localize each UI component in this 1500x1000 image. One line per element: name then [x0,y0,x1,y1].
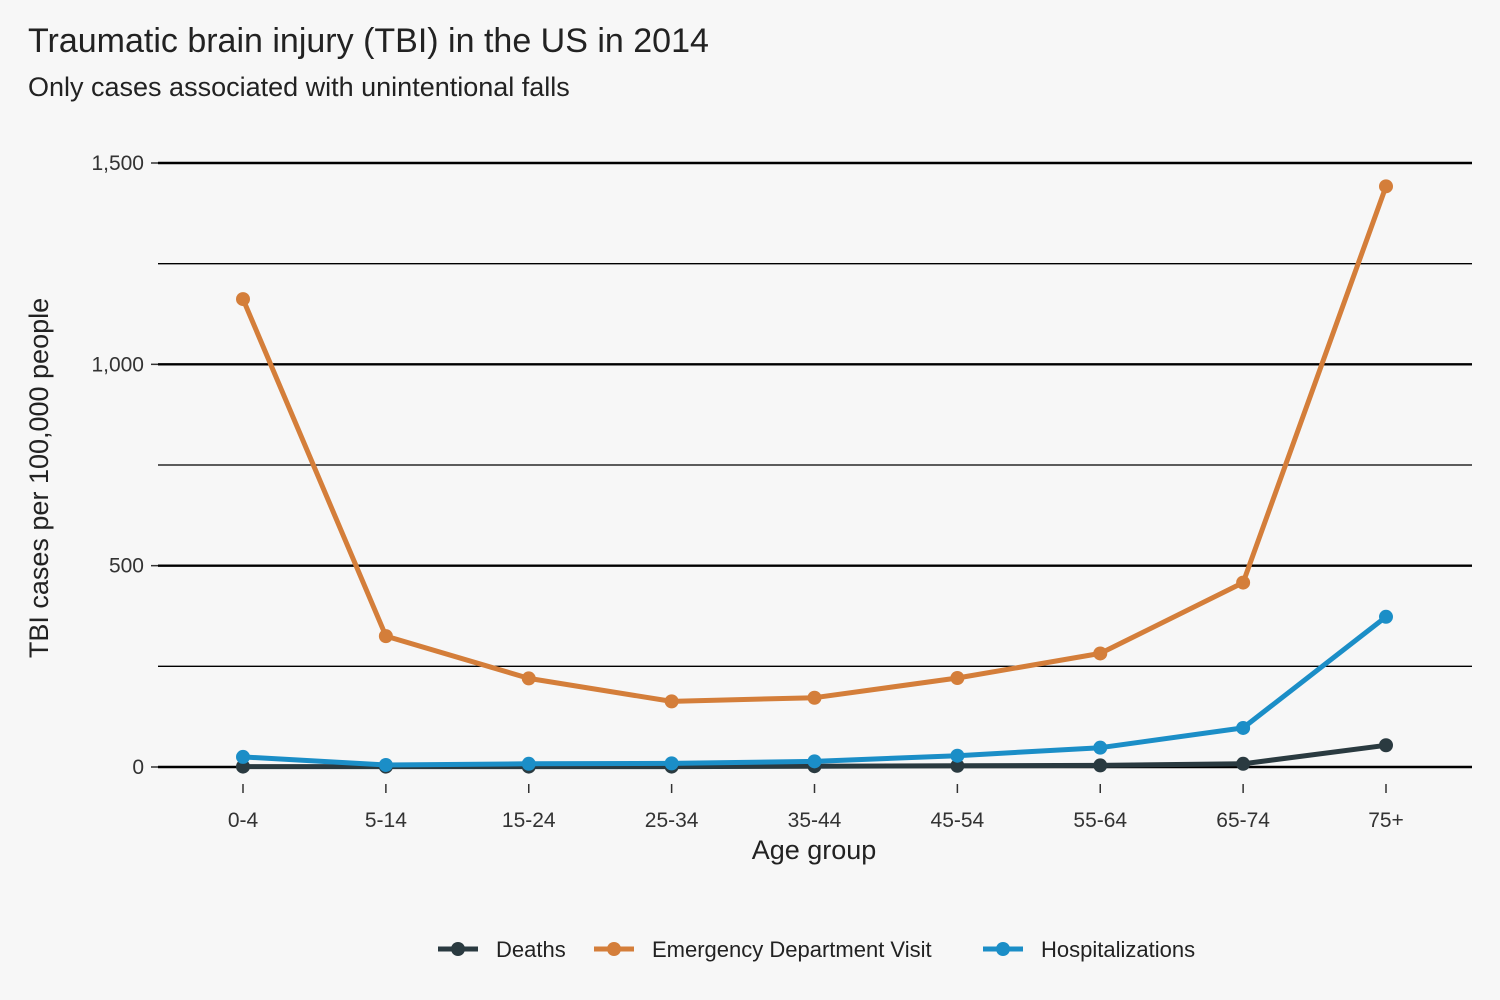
data-point-hospitalizations [236,749,250,764]
y-axis-title: TBI cases per 100,000 people [24,298,54,658]
y-tick-label: 1,000 [91,353,144,376]
data-point-emergency-department-visit [1379,179,1393,194]
legend-item-deaths: Deaths [438,937,566,962]
data-point-deaths [1236,756,1251,771]
y-tick-label: 0 [132,756,144,779]
y-axis-ticks: 0 500 1,000 1,500 [91,152,158,779]
x-tick-label: 15-24 [502,809,556,832]
data-point-emergency-department-visit [664,694,679,709]
legend: Deaths Emergency Department Visit Hospital… [438,937,1195,962]
data-point-emergency-department-visit [807,690,822,705]
chart-title: Traumatic brain injury (TBI) in the US i… [28,22,709,60]
x-tick-label: 25-34 [645,809,699,832]
legend-label: Deaths [496,937,566,962]
x-tick-label: 5-14 [365,809,407,832]
series-hospitalizations [236,609,1393,772]
data-point-hospitalizations [521,756,536,771]
data-point-hospitalizations [807,754,822,769]
data-point-deaths [236,759,250,774]
data-point-hospitalizations [1093,740,1108,755]
data-point-emergency-department-visit [378,629,393,644]
data-point-emergency-department-visit [236,292,250,307]
x-tick-label: 35-44 [788,809,842,832]
x-axis-ticks: 0-4 5-14 15-24 25-34 35-44 45-54 55-64 65-74 75+ [228,784,1404,832]
chart-subtitle: Only cases associated with unintentional… [28,72,570,102]
legend-item-emergency-department-visit: Emergency Department Visit [594,937,932,962]
data-point-emergency-department-visit [950,671,965,686]
x-tick-label: 0-4 [228,809,259,832]
data-point-deaths [1093,758,1108,773]
legend-label: Emergency Department Visit [652,937,932,962]
x-tick-label: 65-74 [1216,809,1270,832]
legend-item-hospitalizations: Hospitalizations [983,937,1195,962]
data-point-emergency-department-visit [1093,646,1108,661]
data-point-deaths [950,758,965,773]
x-tick-label: 75+ [1368,809,1404,832]
data-point-hospitalizations [664,756,679,771]
series-emergency-department-visit [236,179,1393,709]
x-tick-label: 45-54 [931,809,985,832]
y-tick-label: 1,500 [91,152,144,175]
data-point-hospitalizations [950,748,965,763]
x-tick-label: 55-64 [1073,809,1127,832]
legend-label: Hospitalizations [1041,937,1195,962]
legend-key-marker [451,942,465,956]
y-tick-label: 500 [109,555,144,578]
legend-key-marker [996,942,1010,956]
legend-key-marker [607,942,621,956]
data-point-hospitalizations [1379,609,1393,624]
data-point-emergency-department-visit [521,671,536,686]
data-point-hospitalizations [1236,720,1251,735]
data-point-deaths [1379,738,1393,753]
x-axis-title: Age group [752,835,877,865]
series-group [236,179,1393,774]
data-point-emergency-department-visit [1236,575,1251,590]
data-point-hospitalizations [378,757,393,772]
